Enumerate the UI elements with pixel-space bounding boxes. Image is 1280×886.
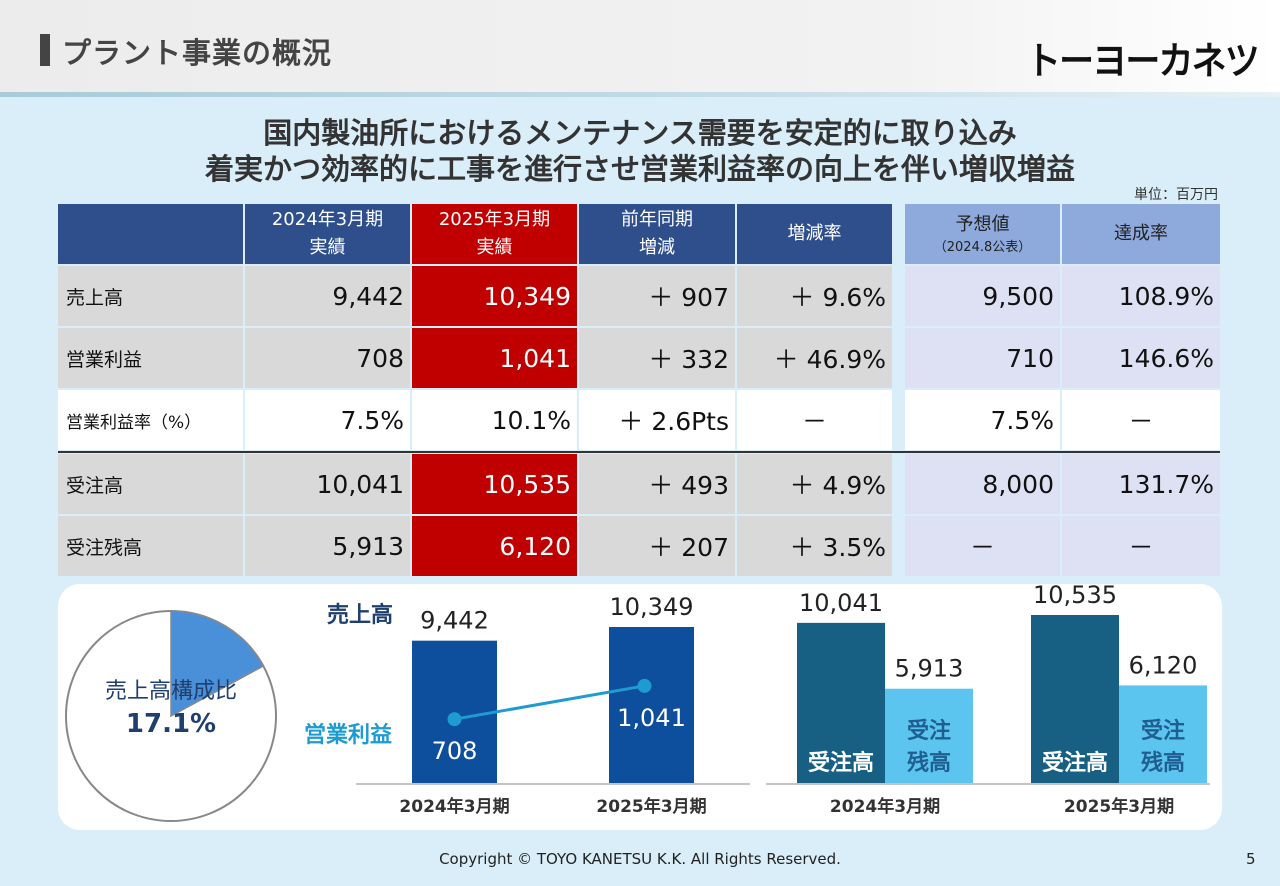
table-cell-forecast: 7.5% <box>905 390 1060 450</box>
chart2-x-tick: 2024年3月期 <box>830 796 940 817</box>
table-cell-fy2024: 10,041 <box>245 454 410 514</box>
page-title: プラント事業の概況 <box>62 36 333 70</box>
table-cell-fy2025: 10.1% <box>412 390 577 450</box>
header-yoy-line: 前年同期 <box>621 209 693 230</box>
table-cell-yoy: ＋ 907 <box>579 266 735 326</box>
chart1-x-tick: 2025年3月期 <box>596 796 706 817</box>
table-cell-yoy: ＋ 332 <box>579 328 735 388</box>
backlog-bar-label: 残高 <box>1141 750 1185 776</box>
op-profit-data-label: 1,041 <box>617 704 686 732</box>
header-yoy: 前年同期 増減 <box>579 204 735 264</box>
op-profit-line <box>454 684 645 721</box>
header-blank <box>58 204 243 264</box>
table-cell-yoy: ＋ 493 <box>579 454 735 514</box>
backlog-bar-label: 受注 <box>907 718 951 744</box>
orders-bar-label: 受注高 <box>808 750 874 776</box>
table-separator <box>58 451 1220 453</box>
header-fy2025-line: 実績 <box>476 237 513 258</box>
unit-label: 単位：百万円 <box>1134 187 1218 203</box>
table-cell-rate: ＋ 3.5% <box>737 516 892 576</box>
page-number: 5 <box>1246 850 1256 868</box>
backlog-data-label: 6,120 <box>1129 651 1198 679</box>
table-cell-achievement: － <box>1062 390 1220 450</box>
table-cell-label: 営業利益 <box>58 328 243 388</box>
header-fy2024-line: 2024年3月期 <box>271 209 384 230</box>
table-cell-label: 受注残高 <box>58 516 243 576</box>
backlog-bar-label: 受注 <box>1141 718 1185 744</box>
orders-bar <box>1031 615 1119 783</box>
table-cell-achievement: 108.9% <box>1062 266 1220 326</box>
table-cell-fy2024: 708 <box>245 328 410 388</box>
pie-label: 売上高構成比 <box>105 679 237 704</box>
table-cell-forecast: － <box>905 516 1060 576</box>
sales-data-label: 10,349 <box>610 593 694 621</box>
company-logo: トーヨーカネツ <box>1026 39 1260 83</box>
header-fy2025: 2025年3月期 実績 <box>412 204 577 264</box>
backlog-bar <box>1119 685 1207 783</box>
orders-data-label: 10,041 <box>799 589 883 617</box>
table-cell-forecast: 9,500 <box>905 266 1060 326</box>
table-cell-rate: ＋ 4.9% <box>737 454 892 514</box>
sales-data-label: 9,442 <box>420 607 489 635</box>
table-cell-achievement: － <box>1062 516 1220 576</box>
table-cell-yoy: ＋ 2.6Pts <box>579 390 735 450</box>
table-cell-forecast: 710 <box>905 328 1060 388</box>
orders-data-label: 10,535 <box>1033 581 1117 609</box>
table-cell-label: 営業利益率（%） <box>58 390 243 450</box>
table-cell-label: 売上高 <box>58 266 243 326</box>
table-cell-fy2024: 9,442 <box>245 266 410 326</box>
table-cell-yoy: ＋ 207 <box>579 516 735 576</box>
table-cell-rate: － <box>737 390 892 450</box>
op-profit-point <box>637 678 652 693</box>
header-rate: 増減率 <box>737 204 892 264</box>
header-fy2024-line: 実績 <box>309 237 346 258</box>
pie-value: 17.1% <box>126 709 216 739</box>
table-cell-achievement: 146.6% <box>1062 328 1220 388</box>
sales-bar <box>609 627 694 783</box>
table-cell-fy2024: 5,913 <box>245 516 410 576</box>
title-marker <box>40 34 50 66</box>
copyright: Copyright © TOYO KANETSU K.K. All Rights… <box>439 850 841 868</box>
table-cell-forecast: 8,000 <box>905 454 1060 514</box>
header-divider <box>0 92 1280 97</box>
orders-bar <box>797 622 885 783</box>
orders-bar-label: 受注高 <box>1042 750 1108 776</box>
header-forecast-title: 予想値 <box>955 214 1010 235</box>
header-achievement: 達成率 <box>1062 204 1220 264</box>
table-cell-label: 受注高 <box>58 454 243 514</box>
pie-slice <box>170 610 265 718</box>
backlog-bar <box>885 688 973 783</box>
headline-line-2: 着実かつ効率的に工事を進行させ営業利益率の向上を伴い増収増益 <box>204 152 1075 186</box>
series-label-op-profit: 営業利益 <box>304 722 392 748</box>
headline-line-1: 国内製油所におけるメンテナンス需要を安定的に取り込み <box>263 116 1017 150</box>
table-cell-rate: ＋ 46.9% <box>737 328 892 388</box>
chart1-x-tick: 2024年3月期 <box>399 796 509 817</box>
table-cell-fy2025: 10,535 <box>412 454 577 514</box>
table-cell-fy2025: 1,041 <box>412 328 577 388</box>
header <box>0 0 1280 96</box>
backlog-bar-label: 残高 <box>907 750 951 776</box>
header-forecast: 予想値 （2024.8公表） <box>905 204 1060 264</box>
op-profit-data-label: 708 <box>432 737 478 765</box>
backlog-data-label: 5,913 <box>895 655 964 683</box>
header-yoy-line: 増減 <box>639 237 675 258</box>
sales-bar <box>412 640 497 783</box>
table-cell-achievement: 131.7% <box>1062 454 1220 514</box>
chart2-x-tick: 2025年3月期 <box>1064 796 1174 817</box>
table-cell-fy2024: 7.5% <box>245 390 410 450</box>
table-cell-fy2025: 6,120 <box>412 516 577 576</box>
table-cell-fy2025: 10,349 <box>412 266 577 326</box>
series-label-sales: 売上高 <box>327 602 393 628</box>
header-fy2024: 2024年3月期 実績 <box>245 204 410 264</box>
op-profit-point <box>447 712 462 727</box>
header-forecast-date: （2024.8公表） <box>933 240 1032 255</box>
table-cell-rate: ＋ 9.6% <box>737 266 892 326</box>
header-fy2025-line: 2025年3月期 <box>438 209 551 230</box>
